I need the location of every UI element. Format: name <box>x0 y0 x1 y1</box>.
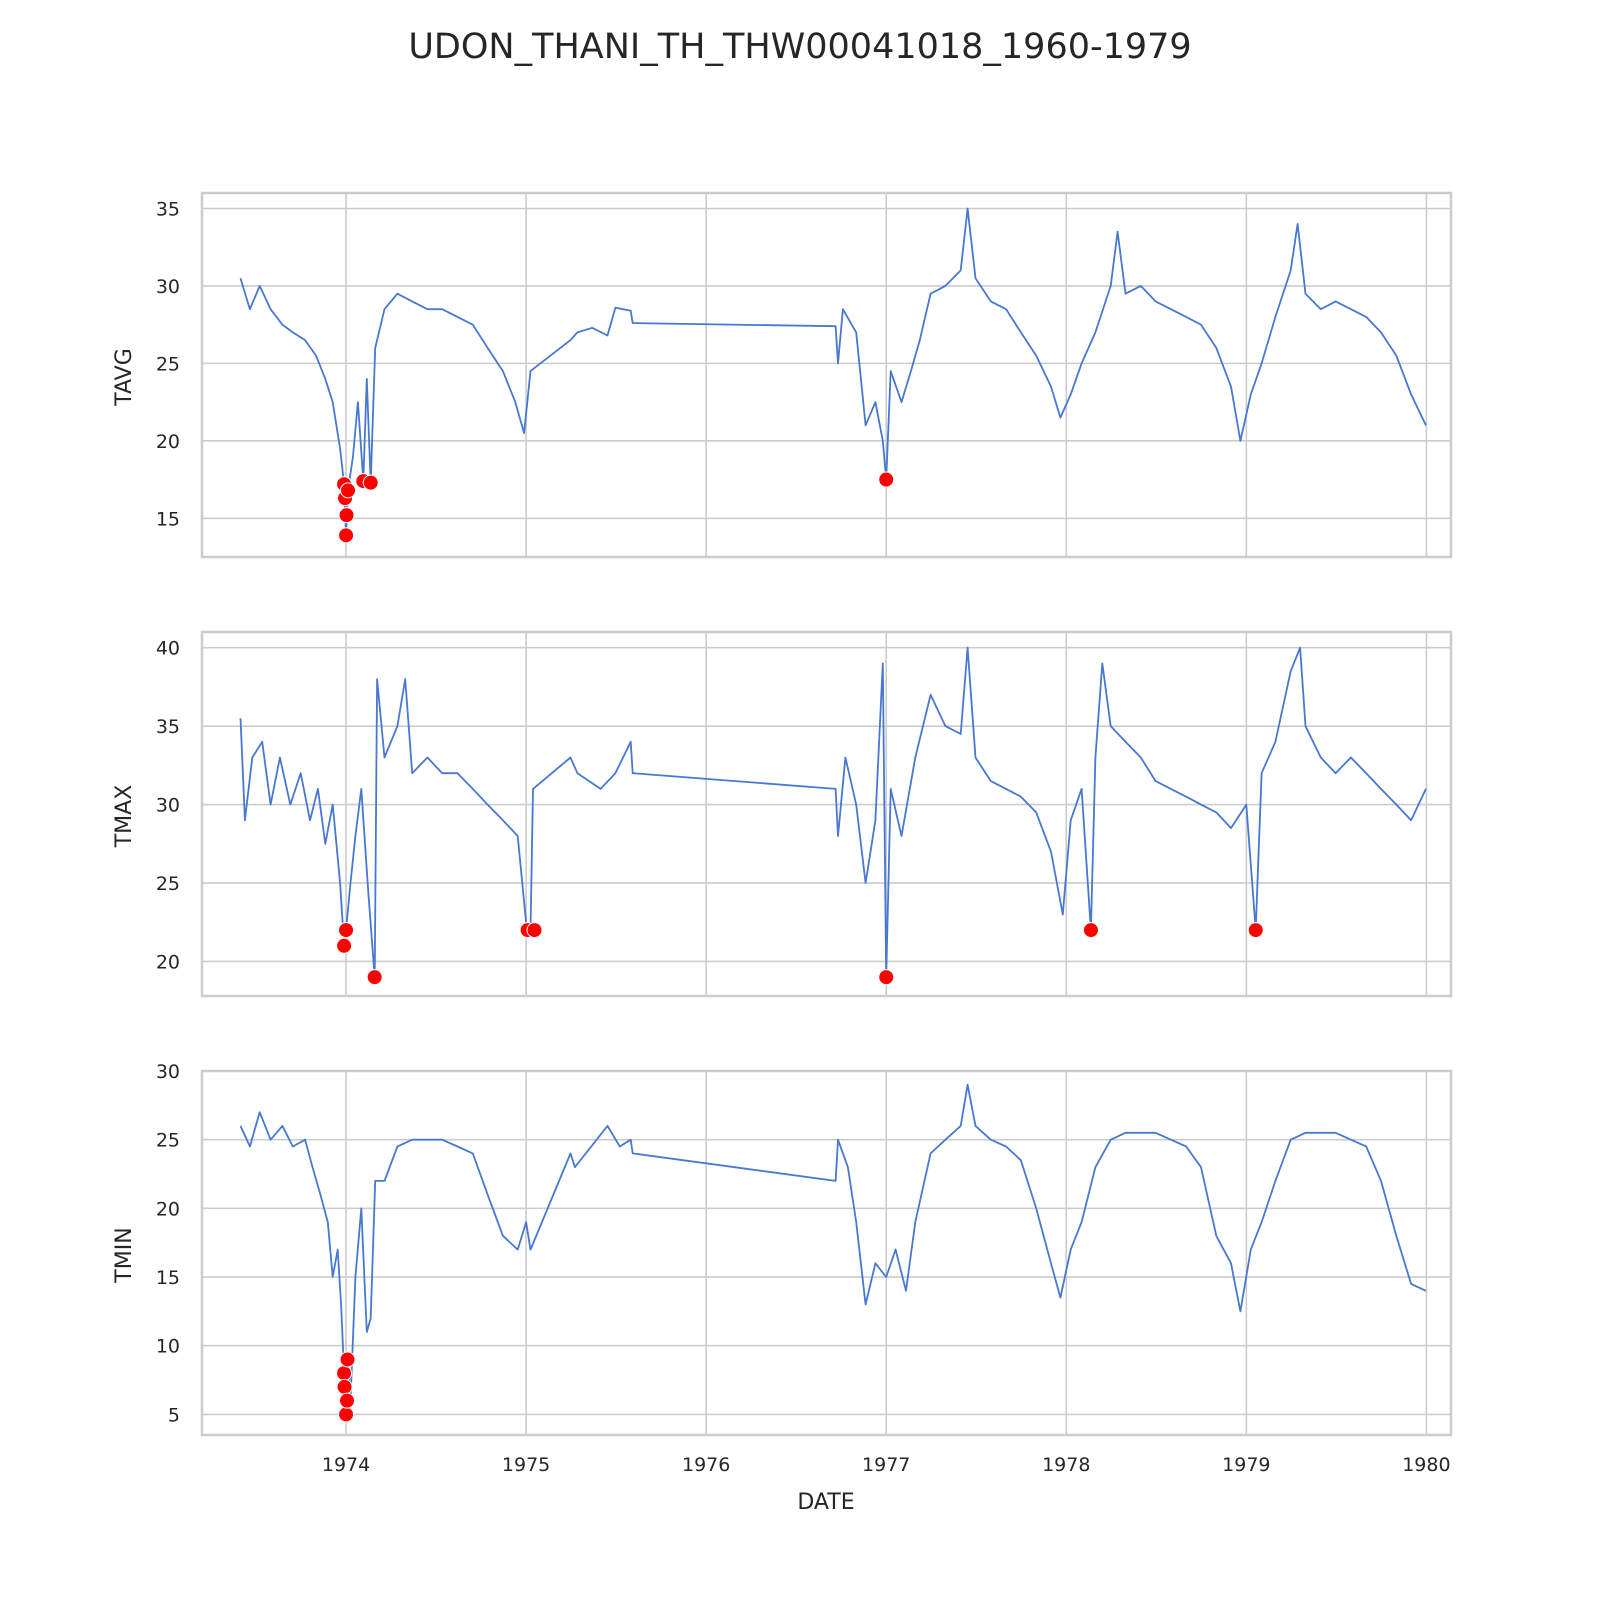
y-tick-label-tavg: 20 <box>156 431 180 453</box>
panel-tmax: TMAX 20 25 30 35 40 <box>112 630 1453 998</box>
y-tick-label-tmin: 15 <box>156 1267 180 1289</box>
plot-frame-tavg <box>200 191 1453 559</box>
y-tick-label-tavg: 25 <box>156 353 180 375</box>
panel-tmin: TMIN 5 10 15 20 25 30 <box>112 1061 1453 1437</box>
y-tick-label-tmin: 25 <box>156 1130 180 1152</box>
x-axis-label: DATE <box>797 1490 854 1515</box>
x-tick-label: 1974 <box>322 1454 370 1476</box>
y-tick-label-tmax: 35 <box>156 716 180 738</box>
y-tick-label-tmax: 25 <box>156 873 180 895</box>
anomaly-point-tmax <box>336 937 353 954</box>
anomaly-point-tmax <box>526 922 543 939</box>
anomaly-point-tavg <box>362 474 379 491</box>
anomaly-point-tavg <box>338 527 355 544</box>
anomaly-point-tmax <box>338 922 355 939</box>
anomaly-point-tavg <box>878 471 895 488</box>
series-line-tavg <box>239 207 1427 537</box>
x-tick-label: 1979 <box>1222 1454 1270 1476</box>
anomaly-point-tmax <box>878 969 895 986</box>
y-tick-label-tmin: 20 <box>156 1198 180 1220</box>
anomaly-point-tmin <box>336 1365 353 1382</box>
y-tick-label-tmin: 10 <box>156 1336 180 1358</box>
plot-frame-tmin <box>200 1069 1453 1437</box>
y-tick-label-tmin: 5 <box>168 1404 180 1426</box>
anomaly-point-tmin <box>339 1351 356 1368</box>
y-tick-label-tavg: 15 <box>156 508 180 530</box>
plot-frame-tmax <box>200 630 1453 998</box>
x-tick-label: 1978 <box>1042 1454 1090 1476</box>
y-tick-label-tmax: 30 <box>156 795 180 817</box>
x-tick-label: 1976 <box>682 1454 730 1476</box>
series-line-tmax <box>239 646 1427 979</box>
x-tick-label: 1975 <box>502 1454 550 1476</box>
anomaly-point-tmax <box>1082 922 1099 939</box>
y-axis-label-tmax: TMAX <box>112 785 137 849</box>
y-axis-label-tmin: TMIN <box>112 1227 137 1283</box>
x-tick-label: 1977 <box>862 1454 910 1476</box>
y-axis-label-tavg: TAVG <box>112 348 137 406</box>
series-line-tmin <box>239 1083 1427 1416</box>
y-tick-label-tavg: 30 <box>156 276 180 298</box>
y-tick-label-tavg: 35 <box>156 198 180 220</box>
chart-title: UDON_THANI_TH_THW00041018_1960-1979 <box>408 27 1191 67</box>
anomaly-point-tmin <box>336 1378 353 1395</box>
x-axis: DATE 1974 1975 1976 1977 1978 1979 1980 <box>322 1454 1451 1515</box>
anomaly-point-tmax <box>1247 922 1264 939</box>
y-tick-label-tmax: 40 <box>156 638 180 660</box>
panel-tavg: TAVG 15 20 25 30 35 <box>112 191 1453 559</box>
anomaly-point-tavg <box>338 507 355 524</box>
x-tick-label: 1980 <box>1402 1454 1450 1476</box>
anomaly-point-tavg <box>340 482 357 499</box>
anomaly-point-tmax <box>366 969 383 986</box>
y-tick-label-tmin: 30 <box>156 1061 180 1083</box>
anomaly-point-tmin <box>339 1392 356 1409</box>
anomaly-point-tmin <box>338 1406 355 1423</box>
y-tick-label-tmax: 20 <box>156 951 180 973</box>
